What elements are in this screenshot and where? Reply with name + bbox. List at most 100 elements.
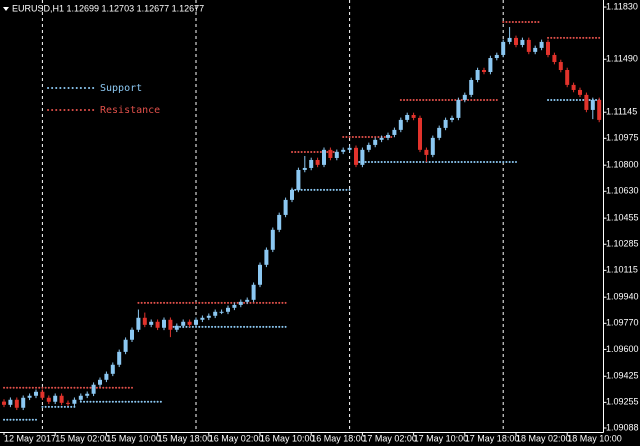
y-tick-label: 1.10285	[606, 239, 639, 249]
x-tick-label: 17 May 02:00	[362, 433, 417, 443]
candle-body	[302, 167, 307, 170]
x-tick-label: 17 May 18:00	[465, 433, 520, 443]
candle-body	[2, 401, 6, 405]
candle-body	[8, 399, 13, 405]
candle-body	[14, 399, 19, 408]
candle-body	[174, 325, 179, 330]
candle-body	[40, 391, 45, 398]
menu-arrow[interactable]	[3, 7, 9, 11]
x-tick-label: 16 May 02:00	[209, 433, 264, 443]
candle-body	[469, 79, 474, 95]
candle-body	[411, 114, 416, 118]
candle-body	[571, 84, 576, 90]
candle-body	[290, 189, 294, 200]
candle-body	[270, 229, 275, 250]
candle-body	[181, 321, 186, 326]
candle-body	[98, 379, 102, 385]
x-tick-label: 17 May 10:00	[414, 433, 469, 443]
candle-body	[245, 299, 250, 302]
candle-body	[437, 127, 442, 138]
plot-area	[2, 20, 602, 421]
candle-body	[91, 384, 96, 394]
candle-body	[130, 329, 134, 340]
x-tick-label: 16 May 18:00	[311, 433, 366, 443]
candle-body	[142, 317, 147, 325]
candle-body	[360, 149, 365, 165]
candle-body	[187, 321, 192, 325]
y-tick-label: 1.11145	[606, 107, 637, 117]
candle-body	[334, 151, 339, 158]
x-tick-label: 18 May 10:00	[567, 433, 622, 443]
candle-body	[226, 307, 230, 312]
legend-label: Support	[100, 83, 142, 94]
candle-body	[590, 99, 595, 110]
candle-body	[21, 397, 26, 408]
candle-body	[379, 137, 384, 140]
candle-body	[149, 321, 154, 325]
candle-body	[405, 114, 410, 120]
candle-body	[232, 304, 237, 308]
candle-body	[194, 319, 198, 325]
candle-body	[110, 364, 115, 374]
candle-body	[213, 311, 218, 316]
candle-body	[34, 391, 38, 396]
candle-body	[578, 89, 582, 95]
candle-body	[584, 94, 589, 110]
candle-body	[597, 99, 602, 120]
legend-label: Resistance	[100, 105, 160, 116]
candle-body	[450, 117, 454, 120]
candle-body	[341, 149, 346, 152]
candle-body	[552, 54, 557, 63]
candle-body	[53, 395, 58, 402]
candle-body	[501, 41, 506, 55]
candle-body	[533, 47, 538, 52]
x-tick-label: 15 May 18:00	[158, 433, 213, 443]
candle-body	[85, 393, 90, 396]
candle-body	[456, 99, 461, 118]
candle-body	[539, 41, 544, 48]
y-tick-label: 1.11490	[606, 54, 638, 64]
candle-body	[219, 311, 224, 313]
candle-body	[430, 137, 435, 155]
candle-body	[392, 129, 397, 135]
candle-body	[78, 395, 83, 400]
candle-body	[283, 199, 288, 215]
y-tick-label: 1.10630	[606, 186, 639, 196]
candle-body	[520, 39, 525, 45]
candle-body	[398, 119, 403, 130]
candle-body	[494, 54, 499, 59]
candle-body	[366, 144, 371, 150]
candle-body	[200, 317, 205, 320]
y-tick-label: 1.10800	[606, 160, 639, 170]
candle-body	[418, 117, 422, 150]
x-tick-label: 12 May 2017	[4, 433, 56, 443]
candle-body	[488, 58, 493, 72]
x-tick-label: 18 May 02:00	[516, 433, 571, 443]
candle-body	[162, 319, 166, 328]
candle-body	[558, 62, 563, 71]
y-tick-label: 1.10975	[606, 133, 639, 143]
candle-body	[315, 159, 320, 165]
candle-body	[277, 214, 282, 230]
candle-body	[309, 159, 314, 168]
candle-body	[136, 317, 141, 330]
candle-body	[251, 284, 256, 300]
x-tick-label: 15 May 10:00	[106, 433, 161, 443]
candle-body	[373, 139, 378, 145]
candle-body	[386, 134, 390, 138]
candle-body	[443, 119, 448, 128]
candle-body	[462, 94, 467, 100]
candle-body	[123, 339, 128, 352]
candle-body	[59, 395, 64, 403]
y-tick-label: 1.09425	[606, 371, 639, 381]
y-tick-label: 1.09088	[606, 422, 639, 432]
y-tick-label: 1.09600	[606, 344, 639, 354]
candle-body	[46, 397, 51, 402]
candle-body	[104, 373, 109, 380]
candle-body	[66, 402, 70, 404]
candle-body	[475, 70, 480, 80]
candle-body	[264, 249, 269, 265]
